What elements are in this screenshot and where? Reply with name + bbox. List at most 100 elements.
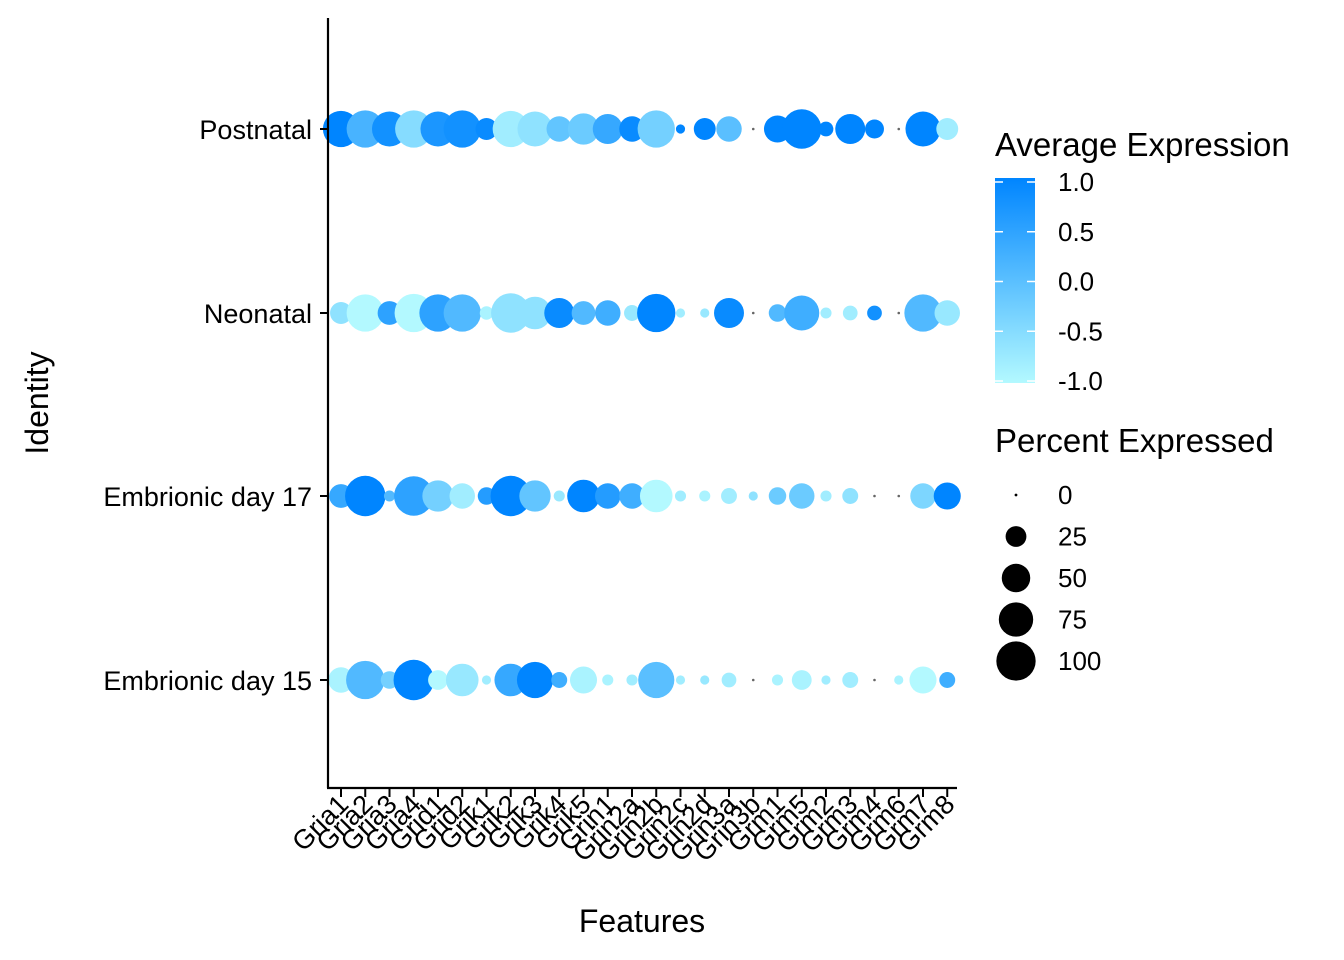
dot (791, 670, 812, 690)
size-legend-keys: 0 25 50 75 100 (996, 480, 1101, 681)
size-legend-label: 75 (1058, 605, 1087, 635)
dot (346, 110, 384, 148)
dot (449, 483, 475, 509)
dot (865, 119, 884, 139)
dot (897, 494, 901, 498)
color-legend-label: 0.5 (1058, 217, 1094, 247)
dot (842, 305, 858, 321)
dot (909, 666, 937, 694)
dot (383, 490, 396, 502)
dot (721, 672, 737, 688)
dot (933, 482, 961, 510)
dot (873, 494, 876, 498)
dot (782, 109, 822, 149)
dot (518, 296, 552, 330)
dot (693, 118, 716, 140)
dot (675, 308, 686, 318)
dot (571, 301, 596, 325)
dot (619, 483, 645, 509)
dot (551, 672, 568, 688)
dot (842, 672, 859, 688)
x-axis: Gria1Gria2Gria3Gria4Grid1Grid2Grik1Grik2… (286, 786, 960, 868)
dot (939, 672, 956, 688)
size-legend-dot (1014, 493, 1018, 497)
dot (873, 678, 876, 682)
size-legend-label: 50 (1058, 563, 1087, 593)
dot (768, 304, 787, 322)
y-tick-label: Embrionic day 17 (103, 482, 312, 512)
size-legend-dot (996, 641, 1036, 681)
dot (377, 301, 402, 325)
color-legend-ticks: 1.0 0.5 0.0 -0.5 -1.0 (995, 167, 1103, 396)
dot (637, 293, 676, 333)
dot (768, 487, 787, 505)
dot (751, 678, 755, 682)
dot (394, 476, 434, 516)
dot (675, 124, 686, 134)
dot (490, 475, 531, 517)
y-axis-title: Identity (19, 351, 55, 454)
dot (714, 298, 744, 328)
color-legend-label: -1.0 (1058, 366, 1103, 396)
size-legend-dot (1005, 526, 1027, 547)
dot (675, 675, 686, 685)
size-legend-label: 100 (1058, 646, 1101, 676)
dot (820, 490, 832, 502)
dot (789, 483, 815, 509)
dot (491, 293, 531, 333)
color-legend-title: Average Expression (995, 126, 1290, 163)
dot (567, 113, 600, 145)
dot (638, 661, 675, 699)
dot (345, 475, 386, 517)
dot (904, 294, 942, 332)
color-legend-bar (995, 178, 1035, 383)
dot (716, 116, 742, 142)
dot (492, 110, 529, 148)
dot (637, 110, 675, 148)
dot (897, 127, 901, 131)
dot (897, 311, 901, 315)
dot (475, 118, 498, 140)
dot (639, 479, 673, 513)
color-legend-label: 1.0 (1058, 167, 1094, 197)
dot (553, 490, 565, 502)
dot (700, 308, 710, 318)
dot (516, 661, 554, 699)
dot (842, 488, 859, 504)
dot (821, 675, 831, 685)
size-legend-label: 25 (1058, 522, 1087, 552)
dot (592, 114, 623, 144)
dot (393, 659, 434, 701)
y-tick-label: Embrionic day 15 (103, 666, 312, 696)
dot (481, 675, 492, 685)
dot (443, 294, 481, 332)
dot (428, 670, 448, 690)
dot (674, 490, 687, 502)
dot (936, 118, 959, 140)
dot (894, 675, 904, 685)
dot (544, 298, 575, 328)
dot (619, 116, 645, 142)
dot (624, 305, 640, 321)
color-legend-label: -0.5 (1058, 316, 1103, 346)
dot (771, 674, 784, 686)
dot (422, 480, 454, 512)
dot (602, 674, 614, 686)
dot (784, 295, 820, 331)
size-legend-dot (1001, 563, 1031, 593)
dot (445, 663, 479, 697)
dot (751, 311, 755, 315)
plot-panel (322, 109, 961, 701)
dot (380, 671, 399, 689)
dot (835, 114, 866, 144)
dot (477, 487, 496, 505)
x-axis-title: Features (579, 903, 705, 939)
dot (519, 480, 551, 512)
dot (700, 675, 710, 685)
dot (595, 300, 621, 326)
size-legend-dot (998, 602, 1034, 637)
dot (699, 490, 711, 502)
dot (934, 300, 960, 326)
dot (346, 660, 385, 700)
dot (820, 307, 832, 319)
